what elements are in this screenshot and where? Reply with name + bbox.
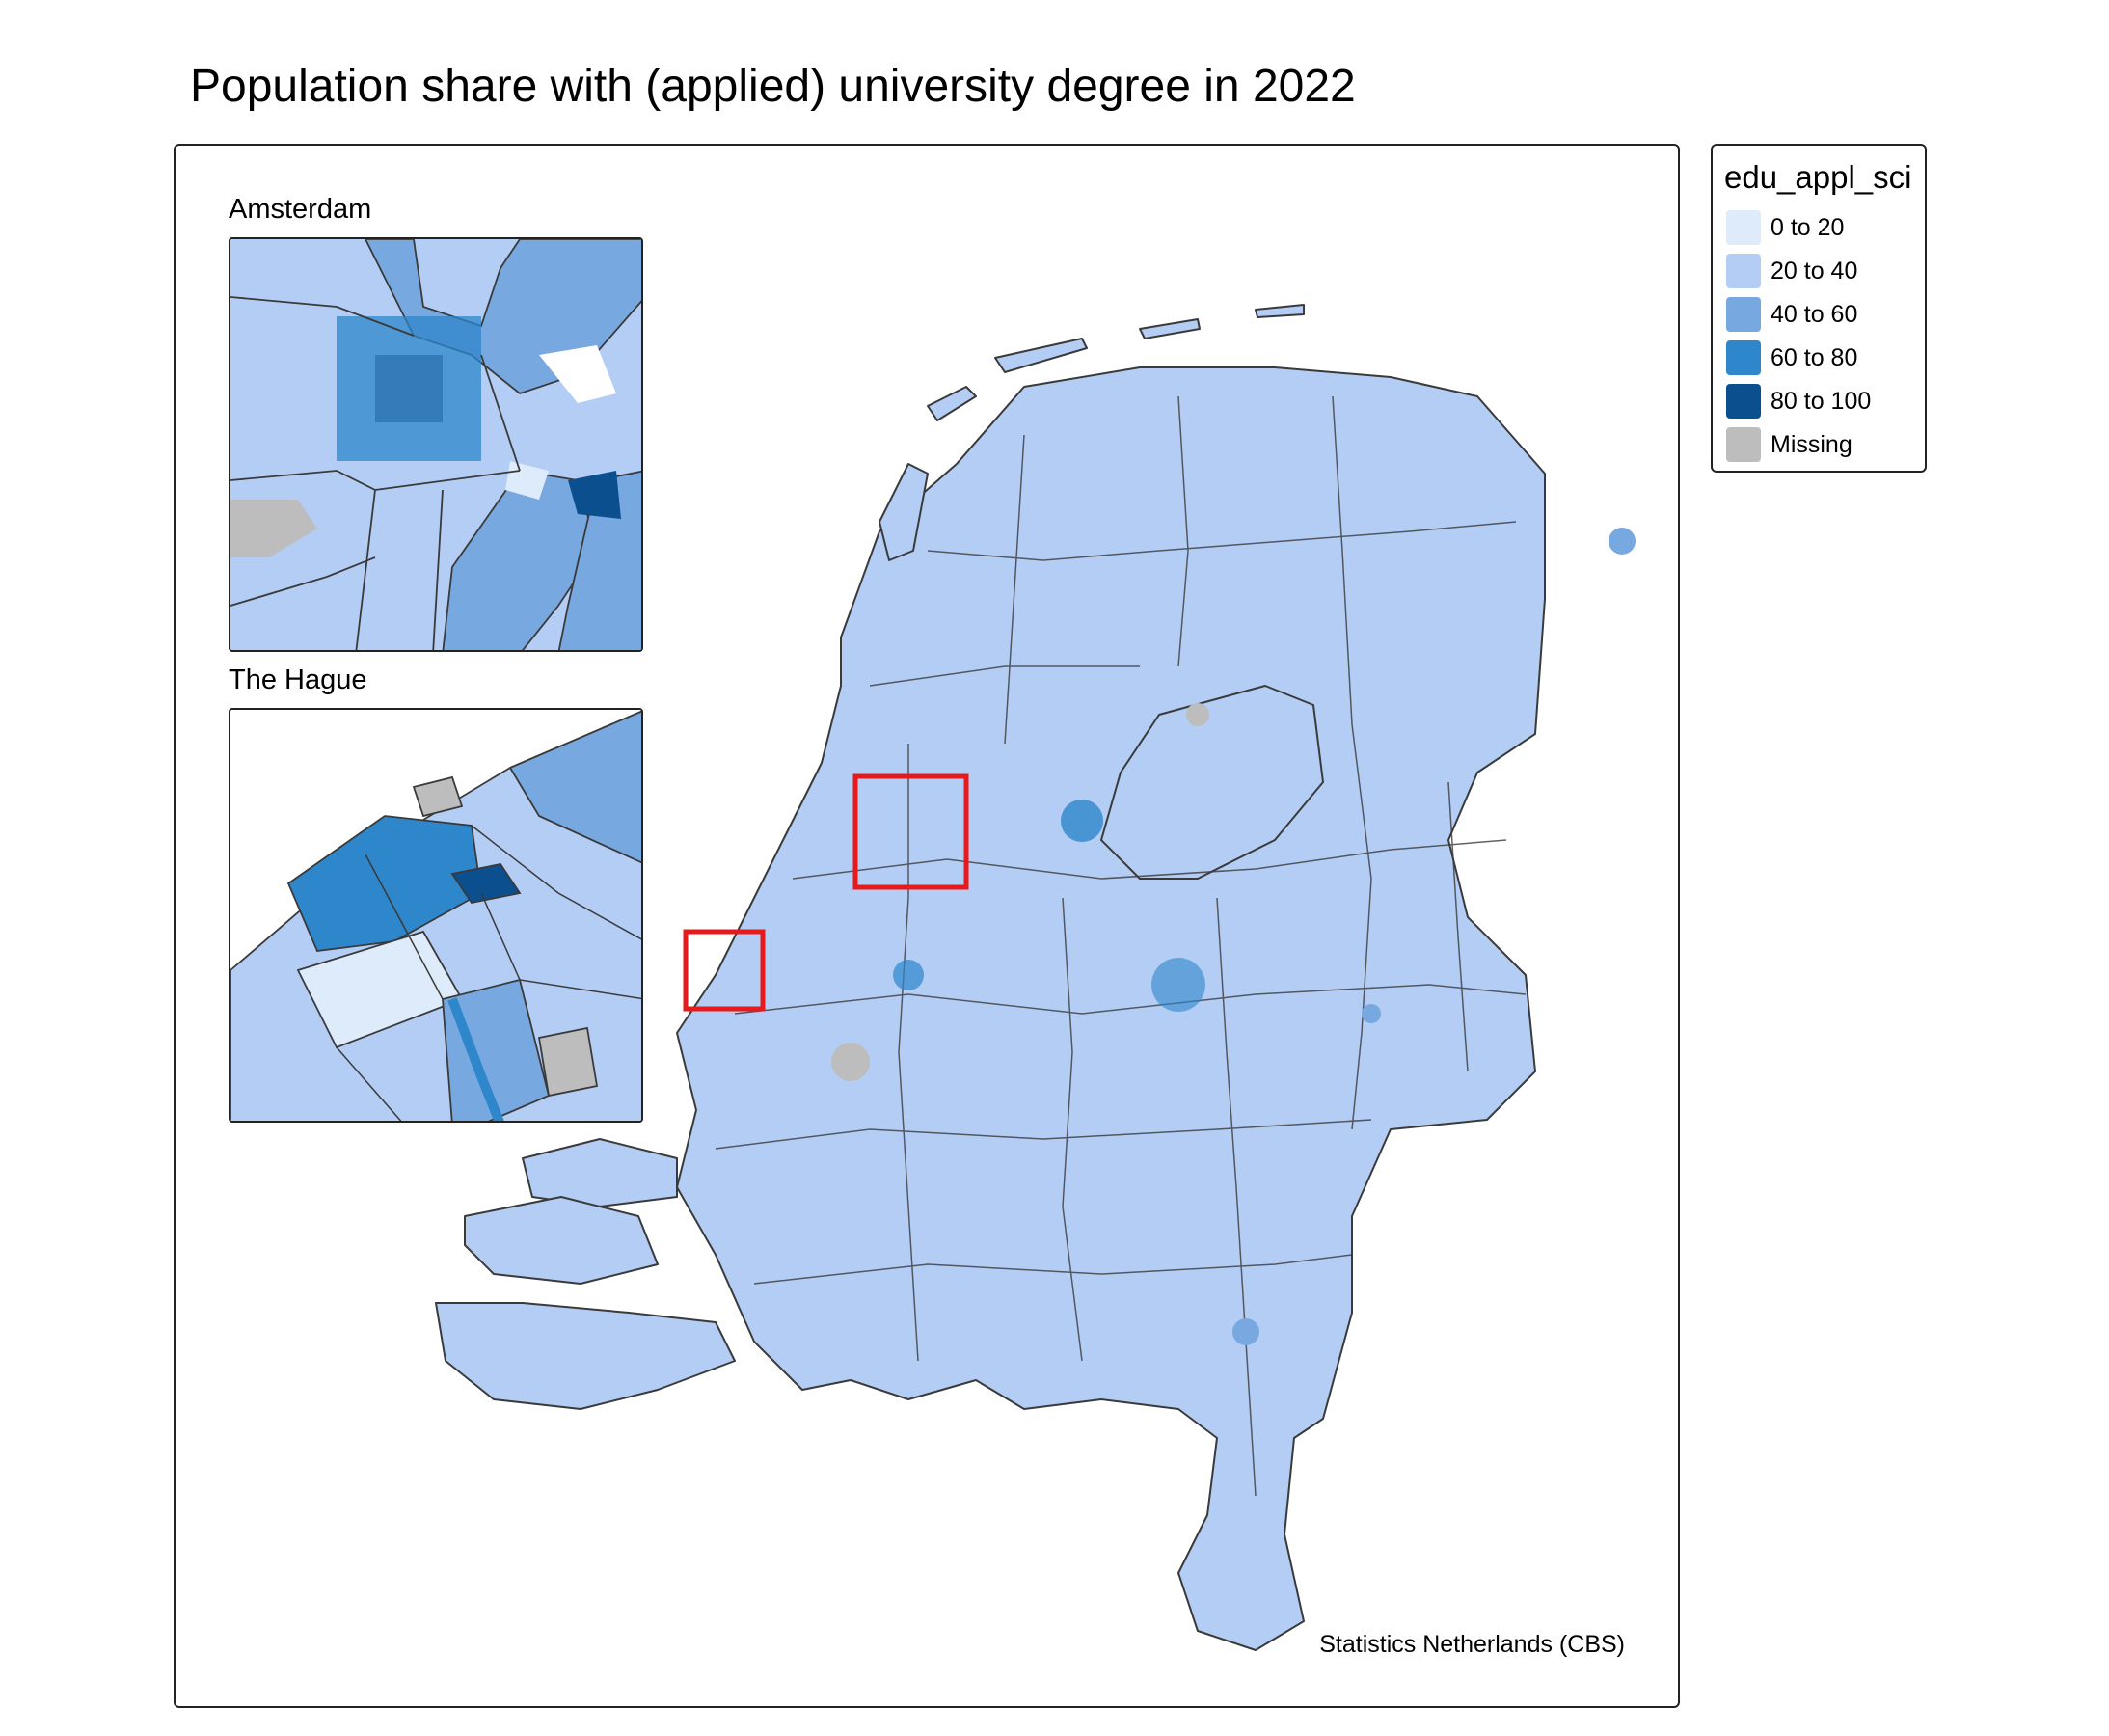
zeeland-island-1 <box>522 1138 678 1207</box>
flevoland-region <box>1100 685 1324 880</box>
legend-label: 40 to 60 <box>1771 300 1858 328</box>
legend-label: 80 to 100 <box>1771 387 1872 415</box>
wadden-vlieland <box>927 386 977 421</box>
legend-item: Missing <box>1726 427 1852 462</box>
map-panel: Amsterdam <box>174 144 1680 1708</box>
legend-swatch <box>1726 254 1761 288</box>
legend-item: 40 to 60 <box>1726 297 1857 332</box>
legend-label: 60 to 80 <box>1771 343 1858 371</box>
inset-map-the-hague <box>229 708 643 1123</box>
wadden-ameland <box>1139 318 1201 339</box>
legend-label: 0 to 20 <box>1771 213 1845 241</box>
the-hague-inset-svg <box>230 710 641 1121</box>
data-source-credit: Statistics Netherlands (CBS) <box>1319 1631 1625 1658</box>
inset-title-the-hague: The Hague <box>229 665 367 695</box>
legend-item: 80 to 100 <box>1726 384 1871 419</box>
wadden-texel <box>879 463 929 561</box>
inset-map-amsterdam <box>229 237 643 652</box>
legend-swatch <box>1726 340 1761 375</box>
mainland-region <box>676 366 1546 1651</box>
zeeland-island-3 <box>435 1302 736 1410</box>
legend-swatch <box>1726 427 1761 462</box>
legend-label: 20 to 40 <box>1771 257 1858 285</box>
legend-item: 0 to 20 <box>1726 210 1844 245</box>
inset-title-amsterdam: Amsterdam <box>229 194 372 225</box>
wadden-schiermonnikoog <box>1255 304 1305 318</box>
wadden-terschelling <box>994 338 1088 373</box>
amsterdam-highlight-box <box>852 773 969 890</box>
netherlands-map <box>435 304 1636 1651</box>
amsterdam-inset-svg <box>230 239 641 650</box>
zeeland-island-2 <box>464 1196 659 1285</box>
legend-label: Missing <box>1771 430 1852 458</box>
legend: edu_appl_sci 0 to 20 20 to 40 40 to 60 6… <box>1711 144 1927 473</box>
legend-swatch <box>1726 384 1761 419</box>
legend-item: 20 to 40 <box>1726 254 1857 288</box>
map-title: Population share with (applied) universi… <box>190 61 1356 112</box>
legend-swatch <box>1726 210 1761 245</box>
legend-swatch <box>1726 297 1761 332</box>
the-hague-highlight-box <box>683 929 766 1012</box>
legend-title: edu_appl_sci <box>1724 159 1912 195</box>
legend-item: 60 to 80 <box>1726 340 1857 375</box>
